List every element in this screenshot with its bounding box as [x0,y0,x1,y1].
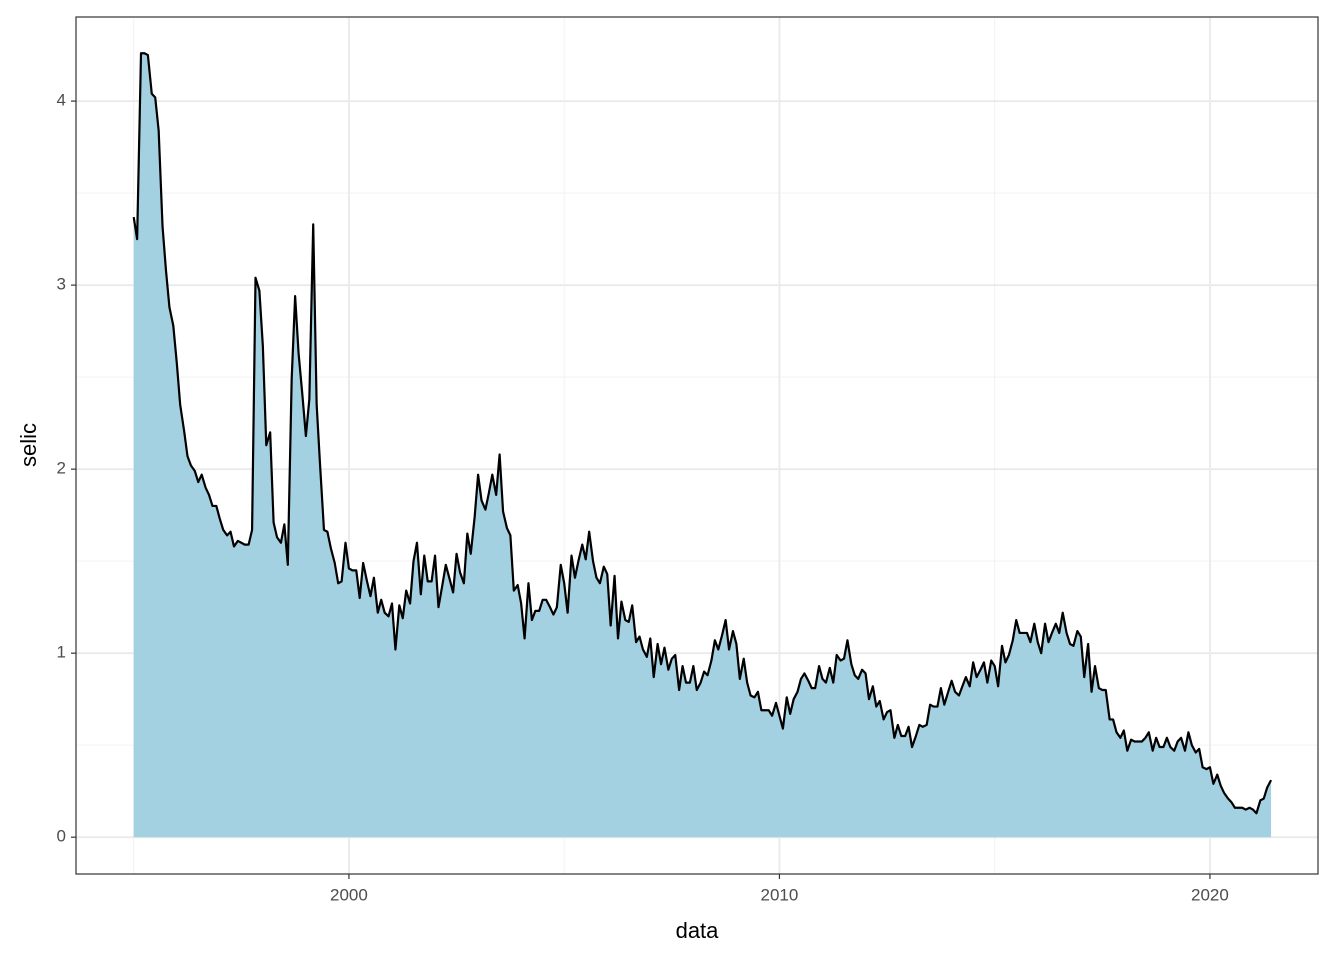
x-tick-label: 2010 [761,885,799,904]
x-axis-title: data [676,918,720,943]
area [133,53,1272,838]
x-tick-label: 2000 [330,885,368,904]
x-tick-label: 2020 [1191,885,1229,904]
line [132,52,1273,815]
y-tick-label: 1 [57,643,66,662]
y-tick-label: 3 [57,275,66,294]
y-tick-label: 2 [57,459,66,478]
y-axis-title: selic [16,423,41,467]
y-tick-label: 0 [57,827,66,846]
y-tick-label: 4 [57,91,66,110]
panel-border [75,16,1319,875]
